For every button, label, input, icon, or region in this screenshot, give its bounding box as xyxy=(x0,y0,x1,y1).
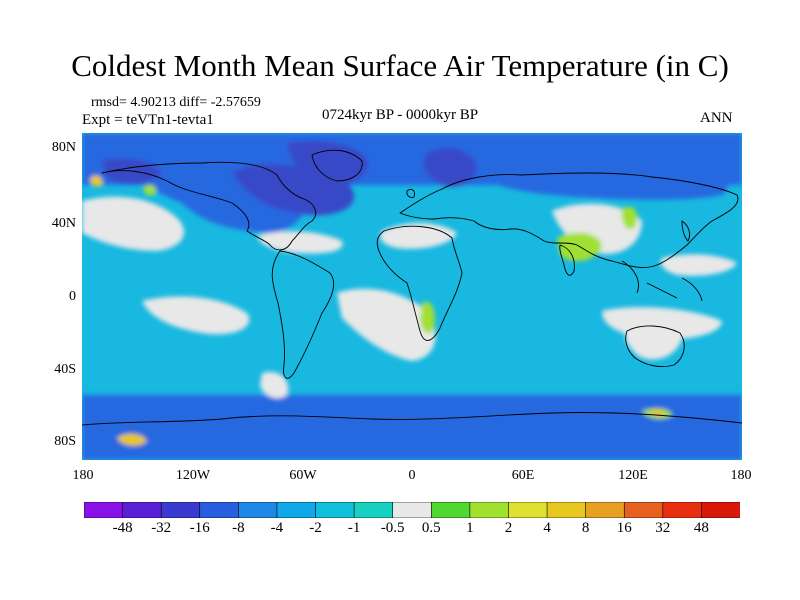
japan-coastline xyxy=(681,220,691,242)
colorbar-swatch xyxy=(701,502,740,518)
colorbar-swatch xyxy=(238,502,278,518)
colorbar-label: 0.5 xyxy=(421,520,441,536)
colorbar-label: 4 xyxy=(543,520,551,536)
colorbar-swatch xyxy=(353,502,394,518)
colorbar-swatch xyxy=(160,502,201,518)
australia-neutral-region xyxy=(625,322,682,360)
siberia-very-cold-region xyxy=(423,148,477,187)
colorbar-swatch xyxy=(430,502,471,518)
period-label: 0724kyr BP - 0000kyr BP xyxy=(322,107,479,123)
antarctica-coastline xyxy=(82,412,742,426)
uk-coastline xyxy=(406,188,415,198)
colorbar-label: -16 xyxy=(189,520,210,536)
north-america-coastline xyxy=(101,161,317,251)
south-atlantic-neutral-region xyxy=(337,288,436,361)
lon-tick-120e: 120E xyxy=(618,468,648,483)
colorbar-label: -32 xyxy=(151,520,172,536)
eurasia-coastline xyxy=(399,172,739,268)
lon-tick-120w: 120W xyxy=(175,468,211,483)
lat-tick-0: 0 xyxy=(69,289,76,304)
colorbar-swatch xyxy=(276,502,317,518)
lon-tick-60e: 60E xyxy=(511,468,535,483)
colorbar-swatch xyxy=(392,502,432,518)
eurasia-cold-region xyxy=(462,155,728,200)
colorbar-label: -8 xyxy=(232,520,245,536)
greenland-coastline xyxy=(311,149,363,182)
colorbar-label: 32 xyxy=(655,520,671,536)
colorbar-label: -1 xyxy=(347,520,361,536)
colorbar-label: 16 xyxy=(616,520,632,536)
south-pacific-hot-spot xyxy=(117,433,147,446)
lat-tick-80n: 80N xyxy=(51,140,76,155)
colorbar-swatch xyxy=(315,502,355,518)
lon-tick-60w: 60W xyxy=(289,468,317,483)
north-atlantic-neutral-region xyxy=(257,231,343,254)
southeast-asia-coastline xyxy=(621,260,703,302)
season-label: ANN xyxy=(700,110,733,126)
india-coastline xyxy=(559,244,575,276)
temperature-map xyxy=(82,133,742,460)
colorbar-swatch xyxy=(122,502,162,518)
colorbar-label: 1 xyxy=(466,520,474,536)
africa-warm-region xyxy=(420,301,435,334)
north-pacific-neutral-region xyxy=(82,196,185,251)
south-pacific-neutral-region xyxy=(142,296,250,335)
colorbar-swatch xyxy=(546,502,587,518)
colorbar-label: -4 xyxy=(270,520,284,536)
colorbar-swatch xyxy=(199,502,239,518)
colorbar-label: -2 xyxy=(309,520,322,536)
lat-tick-40s: 40S xyxy=(54,362,76,377)
colorbar-swatch xyxy=(469,502,510,518)
alaska-hot-spot xyxy=(90,175,103,187)
experiment-label: Expt = teVTn1-tevta1 xyxy=(82,112,214,128)
lat-tick-40n: 40N xyxy=(51,216,76,231)
lat-tick-80s: 80S xyxy=(54,434,76,449)
south-america-neutral-region xyxy=(260,372,289,399)
colorbar-swatch xyxy=(84,502,124,518)
colorbar-label: 2 xyxy=(504,520,513,536)
africa-coastline xyxy=(376,225,463,341)
west-pacific-neutral-region xyxy=(660,254,737,276)
stats-label: rmsd= 4.90213 diff= -2.57659 xyxy=(91,95,261,110)
lon-tick-180e: 180 xyxy=(730,468,752,483)
south-america-coastline xyxy=(271,250,335,379)
colorbar-label: 48 xyxy=(693,520,709,536)
lon-tick-0: 0 xyxy=(408,468,416,483)
chart-title: Coldest Month Mean Surface Air Temperatu… xyxy=(71,48,729,83)
eurasia-warm-region xyxy=(621,206,638,230)
colorbar-label: -48 xyxy=(112,520,133,536)
colorbar-label: 8 xyxy=(581,520,590,536)
colorbar xyxy=(84,502,740,518)
colorbar-swatch xyxy=(662,502,703,518)
colorbar-swatch xyxy=(585,502,625,518)
australia-coastline xyxy=(625,325,685,368)
colorbar-swatch xyxy=(508,502,548,518)
colorbar-label: -0.5 xyxy=(380,520,405,536)
colorbar-swatch xyxy=(623,502,664,518)
warm-spot xyxy=(143,184,157,196)
lon-tick-180w: 180 xyxy=(72,468,94,483)
southern-ocean-cold-band xyxy=(82,395,742,460)
